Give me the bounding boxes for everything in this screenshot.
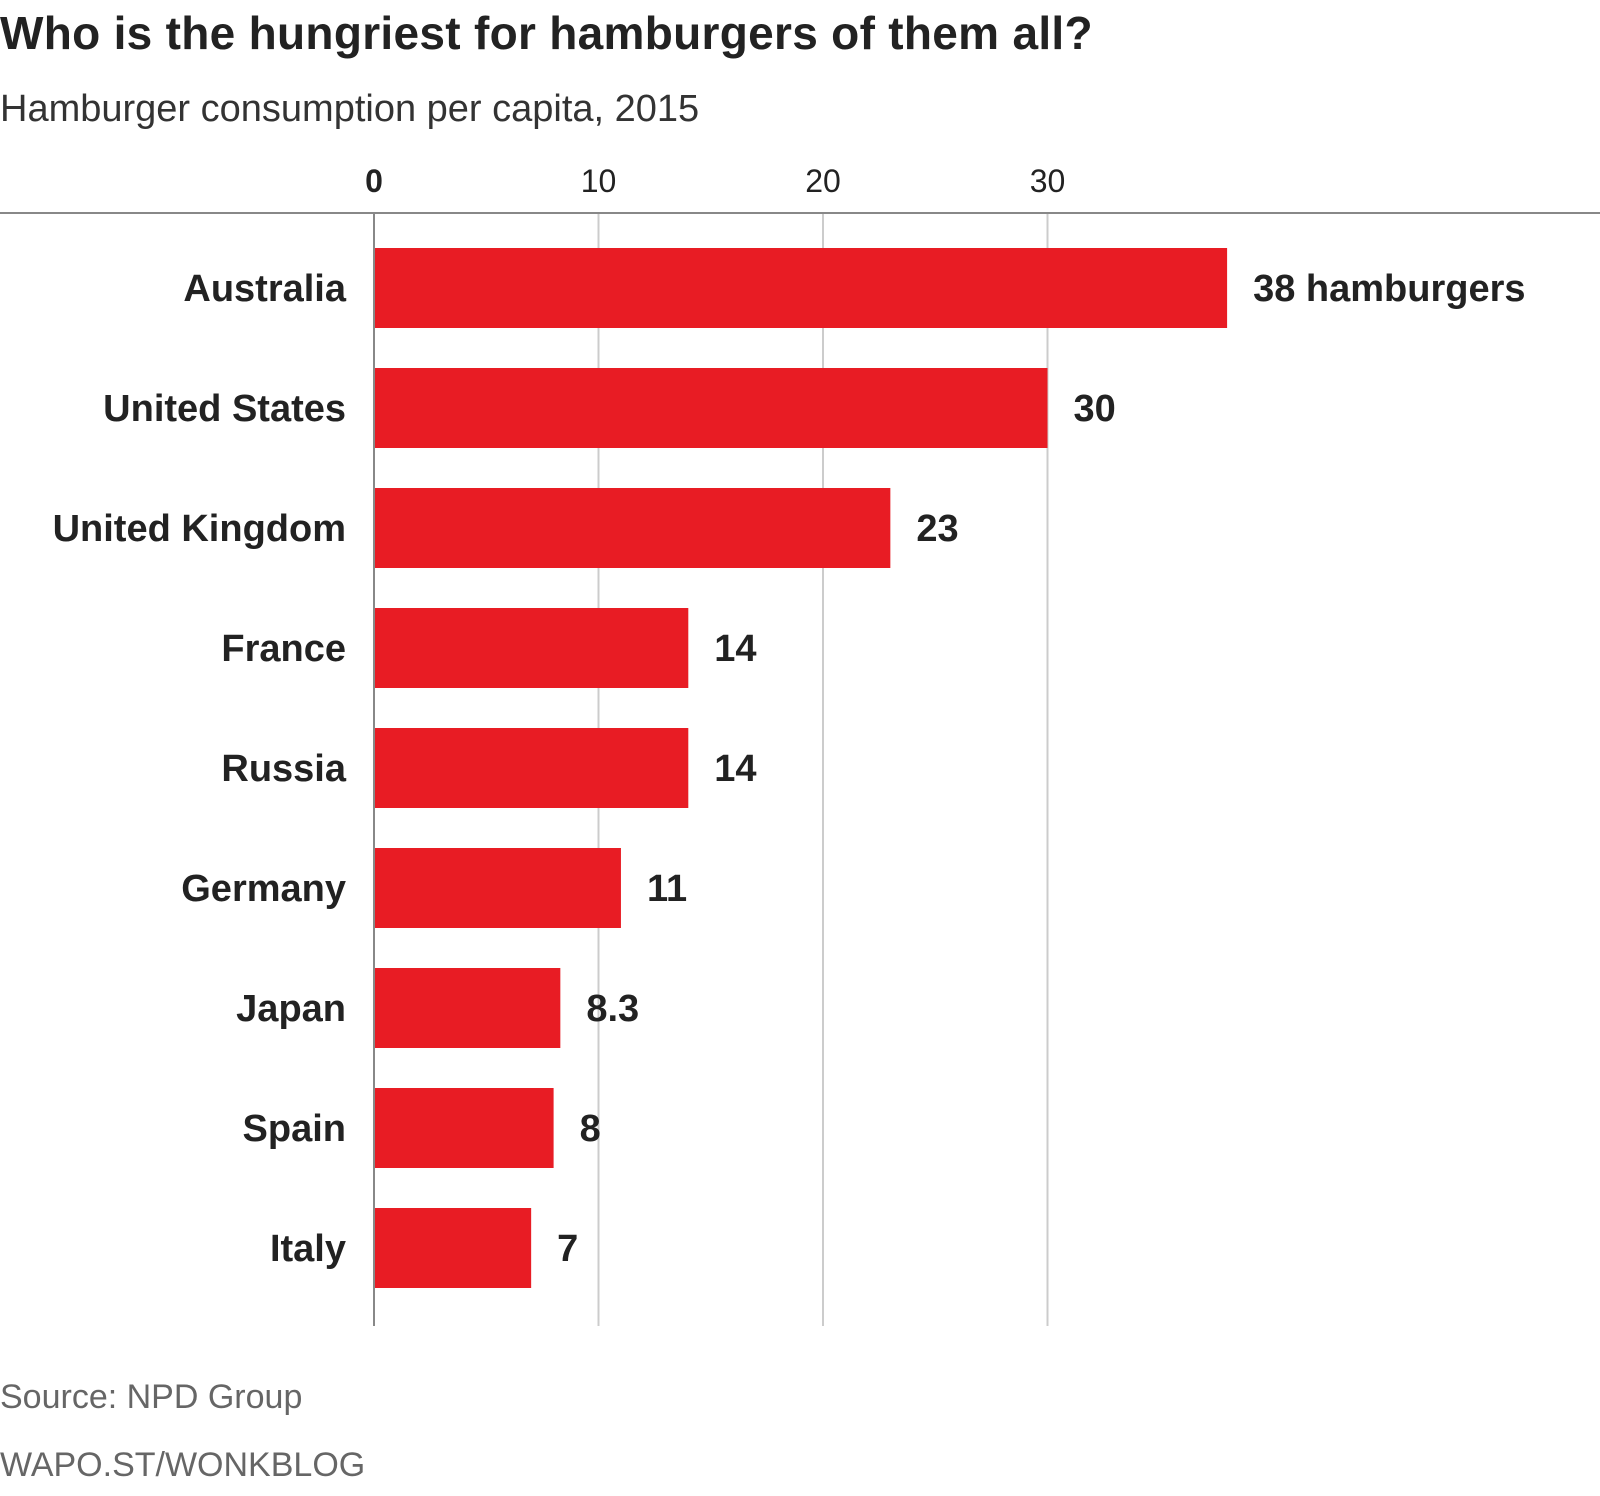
category-label: United States	[103, 388, 346, 430]
category-label: Italy	[270, 1228, 346, 1270]
value-label: 30	[1074, 388, 1116, 430]
category-label: United Kingdom	[53, 508, 346, 550]
category-label: Germany	[181, 868, 346, 910]
source-note: Source: NPD Group	[0, 1378, 303, 1416]
category-label: France	[221, 628, 346, 670]
chart-subtitle: Hamburger consumption per capita, 2015	[0, 88, 700, 130]
bar	[374, 248, 1228, 328]
value-label: 7	[557, 1228, 578, 1270]
bar	[374, 728, 689, 808]
x-tick-label: 30	[1030, 163, 1066, 199]
value-label: 8	[580, 1108, 601, 1150]
bar-chart: 0 10 20 30 Australia 38 hamburgers United Stat…	[0, 163, 1600, 1326]
category-label: Australia	[183, 268, 346, 310]
bar	[374, 368, 1048, 448]
x-tick-label: 10	[581, 163, 617, 199]
category-label: Spain	[243, 1108, 346, 1150]
value-label: 11	[647, 868, 687, 910]
x-tick-label: 0	[365, 163, 383, 199]
category-label: Russia	[221, 748, 346, 790]
bar	[374, 488, 891, 568]
category-label: Japan	[236, 988, 346, 1030]
bar	[374, 1088, 554, 1168]
value-label: 14	[714, 748, 756, 790]
bar	[374, 1208, 532, 1288]
credit-note: WAPO.ST/WONKBLOG	[0, 1446, 366, 1484]
bar	[374, 968, 561, 1048]
value-label: 38 hamburgers	[1253, 268, 1525, 310]
value-label: 14	[714, 628, 756, 670]
x-tick-label: 20	[805, 163, 841, 199]
chart-title: Who is the hungriest for hamburgers of t…	[0, 7, 1093, 59]
value-label: 8.3	[586, 988, 639, 1030]
bar	[374, 608, 689, 688]
bar	[374, 848, 621, 928]
value-label: 23	[916, 508, 958, 550]
